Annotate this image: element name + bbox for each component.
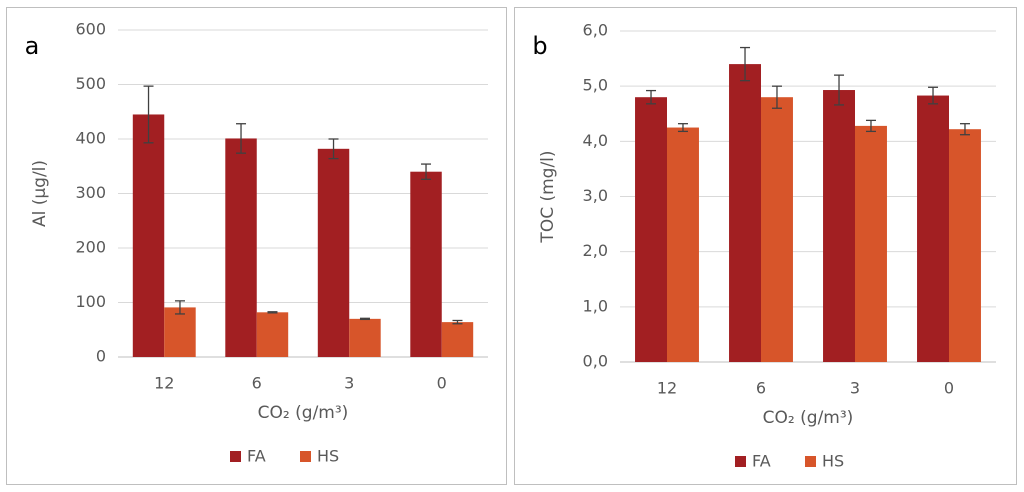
error-bar: [834, 74, 845, 106]
x-tick-label: 3: [850, 379, 860, 398]
bar: [349, 318, 381, 357]
error-bar: [740, 46, 751, 82]
x-tick-label: 6: [756, 379, 766, 398]
bar: [949, 129, 981, 362]
y-axis-title: Al (µg/l): [30, 160, 50, 227]
y-tick-label: 300: [75, 183, 106, 202]
legend-swatch: [805, 456, 816, 467]
panel-label: a: [25, 32, 40, 60]
bar: [410, 171, 442, 357]
error-bar: [421, 163, 432, 180]
y-tick-label: 4,0: [583, 131, 608, 150]
error-bar: [236, 123, 247, 154]
bar: [225, 138, 257, 357]
legend-swatch: [735, 456, 746, 467]
legend-label: FA: [247, 447, 266, 466]
y-tick-label: 0: [96, 347, 106, 366]
bar: [256, 312, 289, 357]
error-bar: [359, 317, 370, 321]
y-tick-label: 200: [75, 238, 106, 257]
bar: [917, 95, 949, 363]
error-bar: [865, 119, 876, 133]
x-tick-label: 6: [252, 374, 262, 393]
x-tick-label: 3: [344, 374, 354, 393]
y-tick-label: 500: [75, 74, 106, 93]
y-tick-label: 600: [75, 20, 106, 39]
panel-label: b: [532, 32, 547, 60]
y-axis-title: TOC (mg/l): [538, 150, 558, 243]
bar: [761, 97, 793, 362]
bar: [855, 125, 887, 363]
legend-label: FA: [752, 452, 771, 471]
x-tick-label: 0: [944, 379, 954, 398]
legend-swatch: [230, 451, 241, 462]
bar: [164, 307, 196, 357]
y-tick-label: 3,0: [583, 186, 608, 205]
error-bar: [928, 86, 939, 105]
legend-label: HS: [822, 452, 844, 471]
x-tick-label: 0: [437, 374, 447, 393]
error-bar: [646, 89, 657, 105]
bar: [667, 127, 699, 363]
x-tick-label: 12: [657, 379, 677, 398]
bar: [317, 148, 350, 357]
bar: [441, 322, 474, 357]
error-bar: [452, 319, 463, 325]
x-tick-label: 12: [154, 374, 174, 393]
legend-label: HS: [317, 447, 339, 466]
y-tick-label: 0,0: [583, 352, 608, 371]
error-bar: [267, 311, 278, 314]
error-bar: [959, 123, 970, 136]
error-bar: [328, 138, 339, 160]
bar: [132, 114, 165, 357]
x-axis-title: CO₂ (g/m³): [258, 403, 349, 423]
y-tick-label: 2,0: [583, 241, 608, 260]
y-tick-label: 100: [75, 292, 106, 311]
error-bar: [174, 300, 185, 315]
error-bar: [677, 123, 688, 133]
error-bar: [143, 85, 154, 144]
x-axis-title: CO₂ (g/m³): [763, 408, 854, 428]
bar: [635, 97, 667, 362]
error-bar: [771, 85, 782, 109]
bar: [729, 64, 761, 362]
y-tick-label: 5,0: [583, 76, 608, 95]
bar: [823, 90, 855, 363]
legend-swatch: [300, 451, 311, 462]
y-tick-label: 400: [75, 129, 106, 148]
y-tick-label: 6,0: [583, 21, 608, 40]
y-tick-label: 1,0: [583, 296, 608, 315]
